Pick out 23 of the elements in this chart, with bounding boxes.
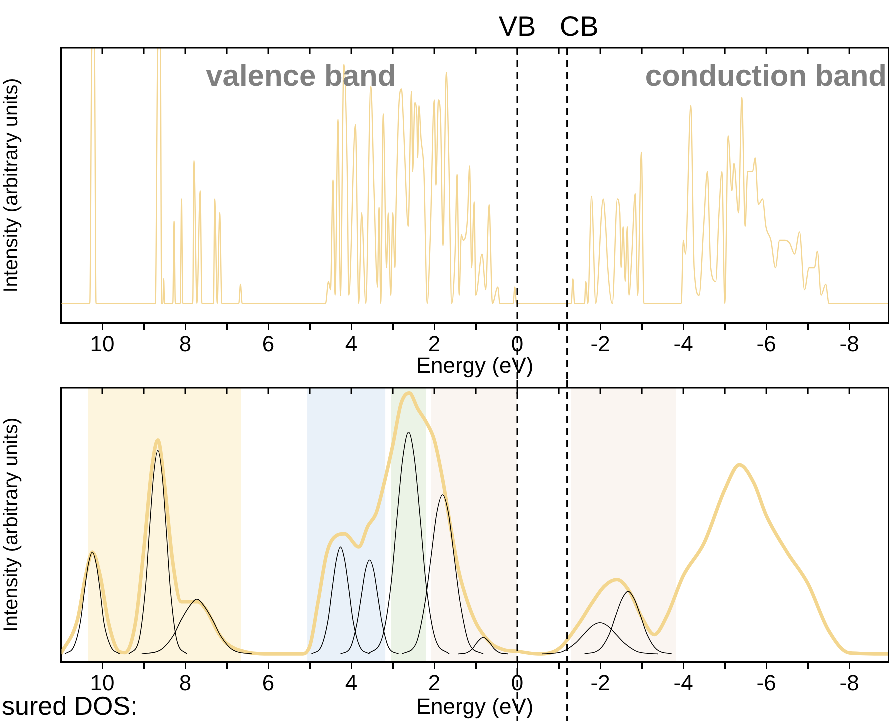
x-tick-label: 8 [179,331,192,356]
x-tick-label: 8 [179,670,192,696]
x-tick-label: 2 [428,670,441,696]
x-tick-label: -6 [756,670,776,696]
x-tick-label: 6 [262,331,275,356]
x-tick-label: -4 [674,331,694,356]
x-tick-label: -6 [756,331,776,356]
x-tick-label: 10 [90,331,115,356]
x-tick-label: -4 [674,670,694,696]
x-axis-title: Energy (eV) [416,694,534,719]
x-tick-label: -2 [590,670,610,696]
y-axis-title: Intensity (arbitrary units) [0,418,23,632]
x-tick-label: 0 [511,670,524,696]
x-tick-label: 4 [345,670,358,696]
y-axis-title: Intensity (arbitrary units) [0,78,23,293]
ref-line-label: VB [498,11,536,42]
x-tick-label: 4 [345,331,358,356]
x-tick-label: -8 [840,670,860,696]
x-tick-label: -2 [590,331,610,356]
x-tick-label: -8 [840,331,860,356]
annotation: conduction band [645,60,887,93]
x-tick-label: 6 [262,670,275,696]
ref-line-label: CB [560,11,599,42]
